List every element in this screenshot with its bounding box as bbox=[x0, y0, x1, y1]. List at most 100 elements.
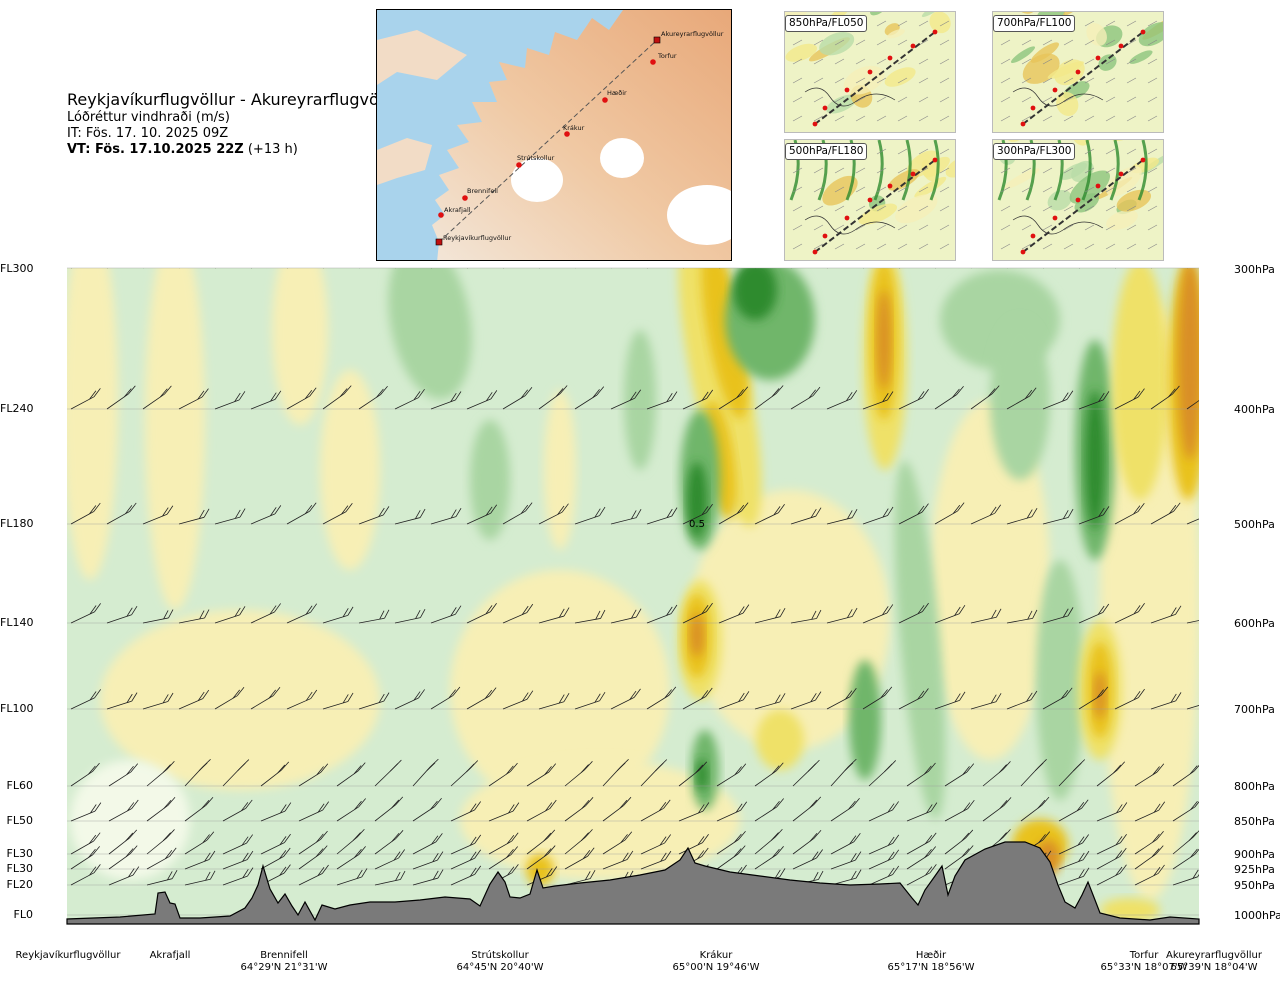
wind-barb bbox=[107, 268, 108, 269]
land-west2 bbox=[377, 30, 467, 85]
wind-barb bbox=[146, 847, 177, 870]
wind-barb bbox=[395, 268, 396, 269]
panel-barb bbox=[813, 77, 824, 84]
wind-barb bbox=[1096, 847, 1127, 870]
wind-barb bbox=[646, 507, 678, 525]
panel-850hpa[interactable]: 850hPa/FL050 bbox=[784, 11, 956, 133]
wind-barb bbox=[215, 268, 216, 269]
wind-barb bbox=[906, 832, 937, 855]
panel-barb bbox=[897, 224, 908, 231]
panel-barb bbox=[876, 39, 887, 46]
panel-field-blob bbox=[1010, 46, 1036, 64]
panel-route-point bbox=[910, 171, 916, 177]
wind-barb bbox=[358, 385, 388, 410]
panel-route-point bbox=[867, 197, 873, 203]
panel-barb bbox=[876, 20, 887, 27]
panel-field-blob bbox=[1069, 170, 1111, 204]
wind-barb bbox=[502, 502, 533, 525]
wind-barb bbox=[108, 845, 138, 870]
panel-barb bbox=[1126, 96, 1137, 103]
waypoint-name: Hæðir bbox=[915, 950, 947, 961]
panel-jet-streak bbox=[1137, 140, 1148, 201]
panel-barb bbox=[939, 58, 950, 65]
wind-barb bbox=[336, 846, 366, 870]
field-cell bbox=[990, 320, 1050, 480]
wind-barb bbox=[564, 797, 594, 822]
panel-jet-streak bbox=[901, 140, 912, 201]
wind-barb bbox=[358, 692, 390, 710]
wind-barb bbox=[466, 602, 497, 624]
panel-field-blob bbox=[822, 175, 858, 206]
field-cell bbox=[544, 390, 576, 550]
panel-barb bbox=[792, 96, 803, 103]
panel-route-point bbox=[822, 105, 828, 111]
wind-barb bbox=[944, 799, 975, 822]
fl-label: FL140 bbox=[0, 616, 34, 629]
panel-300hpa[interactable]: 300hPa/FL300 bbox=[992, 139, 1164, 261]
field-cell bbox=[450, 570, 670, 810]
field-cell bbox=[145, 268, 205, 610]
wind-barb bbox=[790, 386, 821, 410]
field-cell bbox=[272, 268, 328, 425]
panel-barb bbox=[1084, 243, 1095, 250]
wind-barb bbox=[862, 506, 894, 525]
hpa-label: 300hPa bbox=[1234, 263, 1275, 276]
wind-barb bbox=[862, 391, 894, 410]
panel-field-blob bbox=[1098, 54, 1117, 71]
panel-field-blob bbox=[921, 12, 949, 17]
wind-barb bbox=[1134, 801, 1166, 822]
wind-barb bbox=[982, 761, 1011, 787]
waypoint-label: Akureyrarflugvöllur 65°39'N 18°04'W bbox=[1166, 950, 1262, 974]
field-cell bbox=[696, 759, 708, 791]
chart-header: Reykjavíkurflugvöllur - Akureyrarflugvöl… bbox=[67, 90, 404, 158]
panel-field-blob bbox=[785, 43, 818, 62]
wind-barb bbox=[646, 391, 678, 410]
wind-barb bbox=[718, 386, 749, 410]
panel-route-point bbox=[844, 87, 850, 93]
wind-barb bbox=[718, 502, 749, 525]
panel-barb bbox=[1000, 58, 1011, 65]
panel-700hpa[interactable]: 700hPa/FL100 bbox=[992, 11, 1164, 133]
wind-barb bbox=[790, 691, 822, 710]
field-cell bbox=[1178, 268, 1199, 460]
panel-barb bbox=[1147, 96, 1158, 103]
wind-barb bbox=[298, 845, 328, 870]
wind-barb bbox=[502, 690, 534, 710]
panel-barb bbox=[855, 167, 866, 174]
wind-barb bbox=[678, 761, 708, 787]
map-waypoint-label: Akrafjall bbox=[444, 206, 471, 214]
wind-barb bbox=[538, 503, 569, 525]
panel-barb bbox=[1042, 224, 1053, 231]
wind-barb bbox=[898, 602, 929, 624]
panel-route-point bbox=[1052, 87, 1058, 93]
panel-barb bbox=[1084, 96, 1095, 103]
glacier-vatnajokull bbox=[667, 185, 731, 245]
panel-route-point bbox=[1140, 157, 1146, 163]
wind-barbs bbox=[70, 268, 1199, 886]
panel-barb bbox=[1000, 39, 1011, 46]
panel-route-line bbox=[1022, 159, 1144, 253]
hpa-label: 600hPa bbox=[1234, 617, 1275, 630]
wind-barb bbox=[862, 686, 893, 710]
panel-route-point bbox=[932, 157, 938, 163]
panel-route-point bbox=[844, 215, 850, 221]
wind-barb bbox=[430, 605, 462, 624]
field-cell bbox=[687, 462, 707, 538]
wind-barb bbox=[142, 692, 174, 710]
wind-barb bbox=[70, 802, 102, 822]
valid-time-value: VT: Fös. 17.10.2025 22Z bbox=[67, 142, 244, 157]
glacier-hofsjokull bbox=[600, 138, 644, 178]
panel-route-point bbox=[1095, 183, 1101, 189]
wind-barb bbox=[826, 390, 858, 410]
panel-barb bbox=[1084, 167, 1095, 174]
wind-barb bbox=[222, 799, 253, 822]
panel-coastline bbox=[1012, 87, 1104, 107]
map-airport-marker bbox=[653, 36, 661, 44]
wind-barb bbox=[394, 388, 425, 410]
wind-barb bbox=[488, 846, 518, 870]
panel-barb bbox=[1126, 58, 1137, 65]
wind-barb bbox=[178, 508, 210, 525]
wind-barb bbox=[1151, 268, 1152, 269]
panel-route-point bbox=[1075, 69, 1081, 75]
panel-500hpa[interactable]: 500hPa/FL180 bbox=[784, 139, 956, 261]
